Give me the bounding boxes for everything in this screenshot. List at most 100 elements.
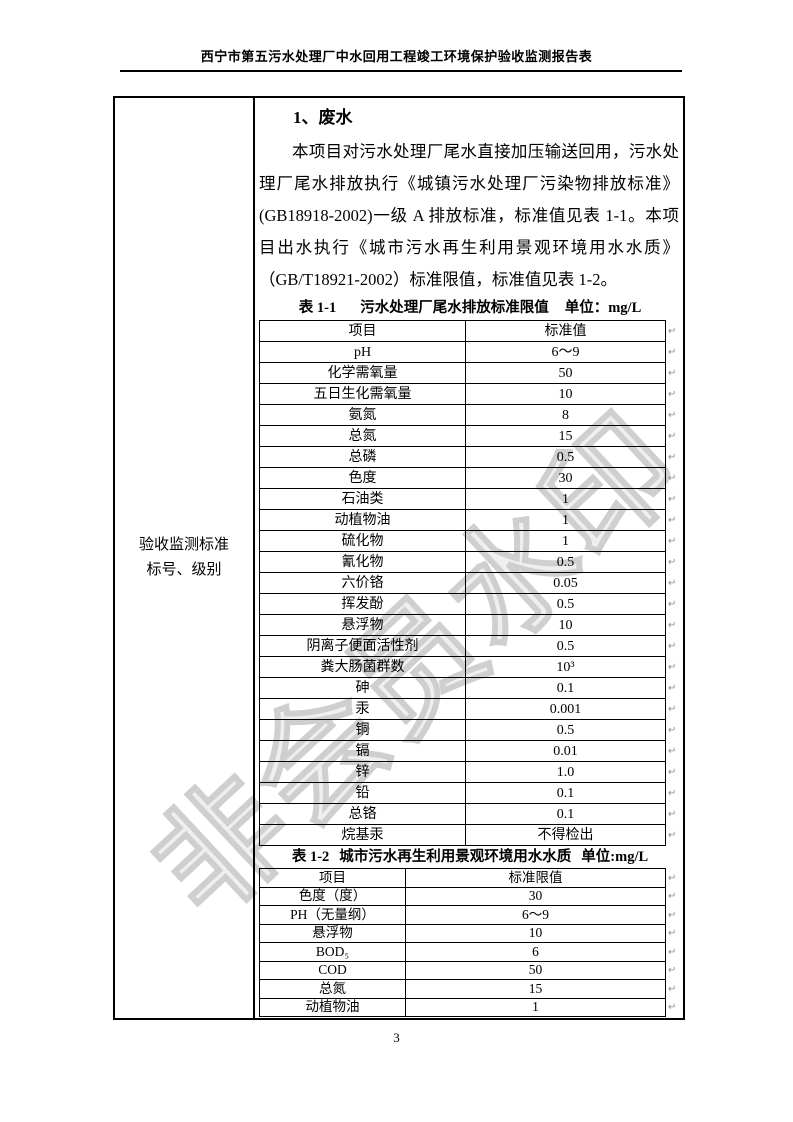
table-row: 锌 1.0 ↵ xyxy=(259,761,683,783)
value-cell: 0.1 xyxy=(465,782,666,804)
table-row: 色度（度） 30 ↵ xyxy=(259,886,683,906)
value-cell: 0.1 xyxy=(465,677,666,699)
return-mark-icon: ↵ xyxy=(668,809,677,820)
page-number: 3 xyxy=(393,1030,400,1045)
row-end-cell: ↵ xyxy=(666,804,683,825)
item-cell: COD xyxy=(259,960,406,980)
table1-caption: 表 1-1 污水处理厂尾水排放标准限值 单位：mg/L xyxy=(257,298,683,318)
item-cell: 动植物油 xyxy=(259,509,466,531)
return-mark-icon: ↵ xyxy=(668,909,677,921)
table-row: BOD₅ 6 ↵ xyxy=(259,942,683,962)
return-mark-icon: ↵ xyxy=(668,928,677,940)
row-end-cell: ↵ xyxy=(666,615,683,636)
row-end-cell: ↵ xyxy=(666,594,683,615)
value-cell: 10 xyxy=(405,923,666,943)
table-row: 动植物油 1 ↵ xyxy=(259,509,683,531)
return-mark-icon: ↵ xyxy=(668,946,677,958)
item-cell: 悬浮物 xyxy=(259,614,466,636)
value-cell: 6 xyxy=(405,942,666,962)
row-end-cell: ↵ xyxy=(666,363,683,384)
item-cell: 挥发酚 xyxy=(259,593,466,615)
row-end-cell: ↵ xyxy=(666,342,683,363)
row-end-cell: ↵ xyxy=(666,980,683,999)
table-row: 五日生化需氧量 10 ↵ xyxy=(259,383,683,405)
section-heading: 1、废水 xyxy=(293,108,353,127)
value-cell: 0.5 xyxy=(465,719,666,741)
table-row: 色度 30 ↵ xyxy=(259,467,683,489)
item-cell: 总铬 xyxy=(259,803,466,825)
row-end-cell: ↵ xyxy=(666,943,683,962)
row-end-cell: ↵ xyxy=(666,998,683,1017)
value-cell: 8 xyxy=(465,404,666,426)
table2-caption: 表 1-2 城市污水再生利用景观环境用水水质 单位:mg/L xyxy=(257,847,683,867)
value-cell: 1.0 xyxy=(465,761,666,783)
row-end-cell: ↵ xyxy=(666,573,683,594)
item-cell: 烷基汞 xyxy=(259,824,466,846)
value-cell: 15 xyxy=(405,979,666,999)
return-mark-icon: ↵ xyxy=(668,431,677,442)
row-end-cell: ↵ xyxy=(666,510,683,531)
table2-caption-title: 城市污水再生利用景观环境用水水质 xyxy=(339,849,572,865)
value-cell: 6～9 xyxy=(465,341,666,363)
row-end-cell: ↵ xyxy=(666,405,683,426)
value-cell: 0.5 xyxy=(465,635,666,657)
table-row: 动植物油 1 ↵ xyxy=(259,997,683,1017)
table-row: 石油类 1 ↵ xyxy=(259,488,683,510)
table-row: 氰化物 0.5 ↵ xyxy=(259,551,683,573)
table-row: 化学需氧量 50 ↵ xyxy=(259,362,683,384)
table-row: 挥发酚 0.5 ↵ xyxy=(259,593,683,615)
table-row: 粪大肠菌群数 10³ ↵ xyxy=(259,656,683,678)
item-cell: 铜 xyxy=(259,719,466,741)
item-cell: 铅 xyxy=(259,782,466,804)
return-mark-icon: ↵ xyxy=(668,746,677,757)
table-row: 铜 0.5 ↵ xyxy=(259,719,683,741)
value-cell: 10 xyxy=(465,383,666,405)
return-mark-icon: ↵ xyxy=(668,767,677,778)
row-end-cell: ↵ xyxy=(666,762,683,783)
item-cell: 锌 xyxy=(259,761,466,783)
row-end-cell: ↵ xyxy=(666,657,683,678)
row-end-cell: ↵ xyxy=(666,887,683,906)
return-mark-icon: ↵ xyxy=(668,965,677,977)
table1-caption-label: 表 1-1 xyxy=(298,300,337,316)
value-cell: 1 xyxy=(465,530,666,552)
item-cell: 悬浮物 xyxy=(259,923,406,943)
row-end-cell: ↵ xyxy=(666,447,683,468)
page-header-title: 西宁市第五污水处理厂中水回用工程竣工环境保护验收监测报告表 xyxy=(200,49,593,64)
table-header-row: 项目 标准值 ↵ xyxy=(259,320,683,342)
row-end-cell: ↵ xyxy=(666,699,683,720)
item-cell: 化学需氧量 xyxy=(259,362,466,384)
table-row: 铅 0.1 ↵ xyxy=(259,782,683,804)
value-cell: 0.5 xyxy=(465,551,666,573)
row-end-cell: ↵ xyxy=(666,636,683,657)
standards-label-line1: 验收监测标准 xyxy=(138,537,229,553)
item-cell: 总氮 xyxy=(259,979,406,999)
value-cell: 0.5 xyxy=(465,446,666,468)
header-item-cell: 项目 xyxy=(259,868,406,888)
return-mark-icon: ↵ xyxy=(668,515,677,526)
content-cell: 1、废水 本项目对污水处理厂尾水直接加压输送回用，污水处理厂尾水排放执行《城镇污… xyxy=(255,98,683,1018)
value-cell: 1 xyxy=(465,488,666,510)
table-row: pH 6～9 ↵ xyxy=(259,341,683,363)
header-value-cell: 标准限值 xyxy=(405,868,666,888)
return-mark-icon: ↵ xyxy=(668,389,677,400)
item-cell: 总磷 xyxy=(259,446,466,468)
row-end-cell: ↵ xyxy=(666,783,683,804)
item-cell: 色度（度） xyxy=(259,886,406,906)
row-end-cell: ↵ xyxy=(666,321,683,342)
return-mark-icon: ↵ xyxy=(668,891,677,903)
value-cell: 50 xyxy=(465,362,666,384)
return-mark-icon: ↵ xyxy=(668,557,677,568)
item-cell: 石油类 xyxy=(259,488,466,510)
header-rule-divider xyxy=(120,70,682,72)
table-row: 悬浮物 10 ↵ xyxy=(259,923,683,943)
value-cell: 50 xyxy=(405,960,666,980)
value-cell: 0.001 xyxy=(465,698,666,720)
value-cell: 1 xyxy=(405,997,666,1017)
row-end-cell: ↵ xyxy=(666,924,683,943)
item-cell: 汞 xyxy=(259,698,466,720)
value-cell: 0.01 xyxy=(465,740,666,762)
table-1-2-body: 项目 标准限值 ↵ 色度（度） 30 ↵ PH（无量纲） xyxy=(259,868,683,1017)
return-mark-icon: ↵ xyxy=(668,1002,677,1014)
row-end-cell: ↵ xyxy=(666,741,683,762)
